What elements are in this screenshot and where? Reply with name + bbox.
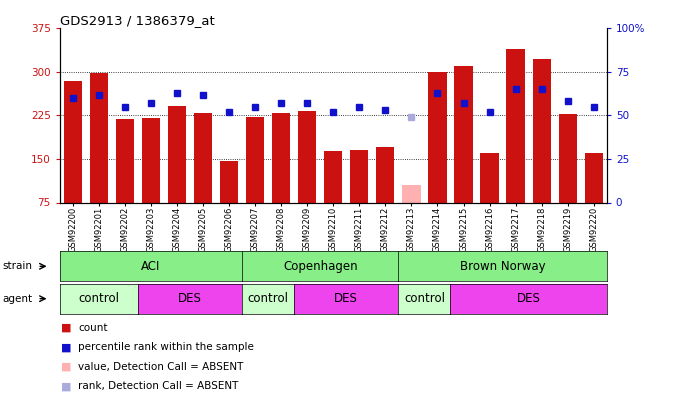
Text: ■: ■ bbox=[61, 343, 71, 352]
Text: control: control bbox=[78, 292, 119, 305]
Text: ■: ■ bbox=[61, 382, 71, 391]
Bar bbox=[559, 114, 577, 202]
Bar bbox=[116, 119, 134, 202]
Bar bbox=[142, 118, 160, 202]
Text: rank, Detection Call = ABSENT: rank, Detection Call = ABSENT bbox=[78, 382, 239, 391]
Text: control: control bbox=[404, 292, 445, 305]
Bar bbox=[220, 161, 238, 202]
Text: Brown Norway: Brown Norway bbox=[460, 260, 545, 273]
Text: ■: ■ bbox=[61, 323, 71, 333]
Bar bbox=[64, 81, 82, 202]
Text: ACI: ACI bbox=[141, 260, 161, 273]
Text: count: count bbox=[78, 323, 108, 333]
Bar bbox=[272, 113, 290, 202]
Text: GDS2913 / 1386379_at: GDS2913 / 1386379_at bbox=[60, 14, 214, 27]
Text: value, Detection Call = ABSENT: value, Detection Call = ABSENT bbox=[78, 362, 243, 372]
Bar bbox=[428, 72, 447, 202]
Text: percentile rank within the sample: percentile rank within the sample bbox=[78, 343, 254, 352]
Text: DES: DES bbox=[334, 292, 358, 305]
Bar bbox=[454, 66, 473, 202]
Text: Copenhagen: Copenhagen bbox=[283, 260, 357, 273]
Text: strain: strain bbox=[2, 261, 32, 271]
Bar bbox=[194, 113, 212, 202]
Bar bbox=[402, 185, 420, 202]
Bar bbox=[167, 106, 186, 202]
Bar bbox=[584, 153, 603, 202]
Bar bbox=[298, 111, 317, 202]
Text: agent: agent bbox=[2, 294, 32, 304]
Text: DES: DES bbox=[178, 292, 202, 305]
Bar bbox=[89, 73, 108, 202]
Text: ■: ■ bbox=[61, 362, 71, 372]
Bar bbox=[376, 147, 395, 202]
Bar bbox=[532, 59, 551, 202]
Text: control: control bbox=[247, 292, 289, 305]
Text: DES: DES bbox=[517, 292, 540, 305]
Bar bbox=[350, 150, 368, 202]
Bar bbox=[506, 49, 525, 202]
Bar bbox=[324, 151, 342, 202]
Bar bbox=[246, 117, 264, 202]
Bar bbox=[481, 153, 499, 202]
